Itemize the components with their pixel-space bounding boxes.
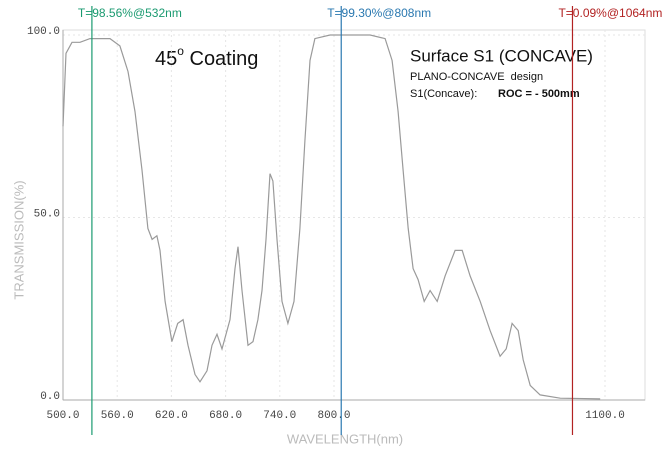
y-axis-label: TRANSMISSION(%) (11, 180, 26, 299)
x-tick-label: 740.0 (263, 410, 296, 422)
x-tick-label: 680.0 (209, 410, 242, 422)
chart-title: 45o Coating (155, 44, 258, 70)
title-rest: Coating (184, 48, 259, 70)
y-tick-label: 0.0 (40, 391, 60, 403)
x-tick-label: 1100.0 (585, 410, 625, 422)
x-tick-label: 560.0 (101, 410, 134, 422)
x-tick-label: 800.0 (317, 410, 350, 422)
subtitle: Surface S1 (CONCAVE) (410, 46, 593, 65)
line (62, 34, 601, 400)
title-main: 45 (155, 48, 177, 70)
x-tick-label: 500.0 (46, 410, 79, 422)
annotation: T=99.30%@808nm (327, 6, 431, 20)
annotation: T=0.09%@1064nm (558, 6, 662, 20)
note: S1(Concave): (410, 88, 477, 100)
annotation: T=98.56%@532nm (78, 6, 182, 20)
title-sup: o (177, 44, 184, 58)
note: PLANO-CONCAVE design (410, 71, 543, 83)
x-tick-label: 620.0 (155, 410, 188, 422)
y-tick-label: 50.0 (34, 208, 60, 220)
y-tick-label: 100.0 (27, 26, 60, 38)
x-axis-label: WAVELENGTH(nm) (287, 431, 403, 446)
note: ROC = - 500mm (498, 88, 580, 100)
